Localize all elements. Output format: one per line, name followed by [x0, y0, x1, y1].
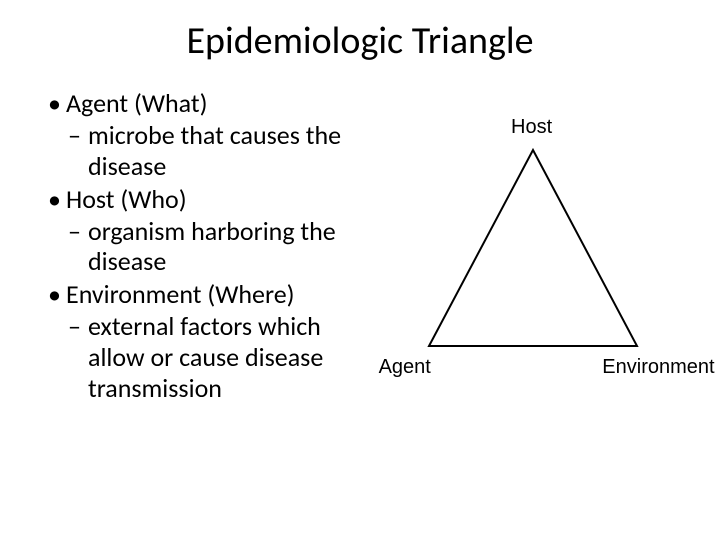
bullet-label: Agent (What)	[66, 87, 208, 119]
bullet-agent: Agent (What) microbe that causes the dis…	[44, 88, 367, 182]
sub-bullet: microbe that causes the disease	[66, 120, 367, 181]
triangle-label-right: Environment	[602, 356, 714, 379]
triangle-label-top: Host	[377, 116, 687, 139]
sub-bullet: external factors which allow or cause di…	[66, 311, 367, 403]
bullet-list: Agent (What) microbe that causes the dis…	[44, 88, 367, 403]
triangle-label-left: Agent	[379, 356, 431, 379]
bullet-environment: Environment (Where) external factors whi…	[44, 279, 367, 403]
slide-title: Epidemiologic Triangle	[30, 18, 690, 64]
bullet-label: Host (Who)	[66, 183, 187, 215]
diagram-column: Host Agent Environment	[373, 88, 690, 398]
triangle-icon	[427, 148, 639, 348]
sub-list: external factors which allow or cause di…	[66, 311, 367, 403]
text-column: Agent (What) microbe that causes the dis…	[30, 88, 373, 405]
bullet-host: Host (Who) organism harboring the diseas…	[44, 184, 367, 278]
triangle-shape	[429, 150, 637, 346]
sub-list: organism harboring the disease	[66, 216, 367, 277]
content-row: Agent (What) microbe that causes the dis…	[30, 88, 690, 405]
slide: Epidemiologic Triangle Agent (What) micr…	[0, 0, 720, 540]
sub-bullet: organism harboring the disease	[66, 216, 367, 277]
epidemiologic-triangle-diagram: Host Agent Environment	[377, 108, 687, 398]
bullet-label: Environment (Where)	[66, 278, 295, 310]
sub-list: microbe that causes the disease	[66, 120, 367, 181]
